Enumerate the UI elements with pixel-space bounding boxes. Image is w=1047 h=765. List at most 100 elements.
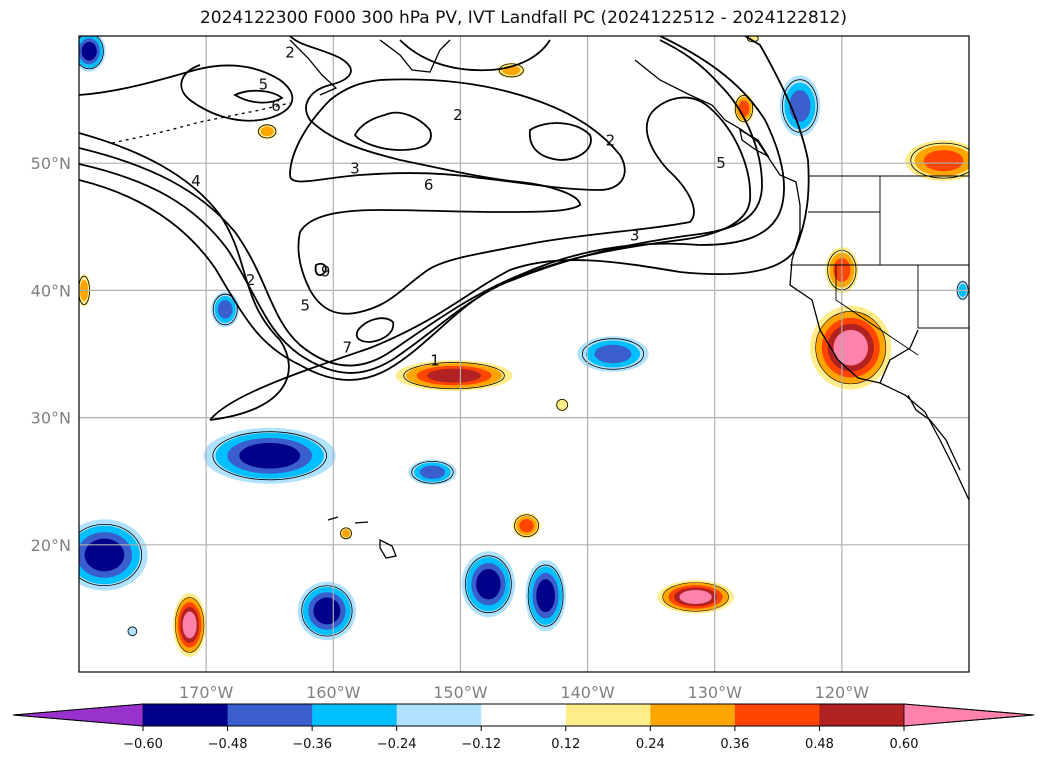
pv-contour-label: 9 [321,262,331,280]
colorbar-tick-label: 0.12 [551,737,580,752]
baja-coastline [879,329,919,384]
aleutian-islands [111,102,291,144]
ivt-outline [258,124,277,139]
lon-tick-label: 170°W [179,683,234,702]
colorbar-segment [650,704,736,726]
ivt-level-fill [313,597,341,625]
ivt-level-fill [217,300,233,319]
pv-contour-outer [399,39,551,72]
pv-contours [79,36,810,421]
pv-contour-label: 2 [285,44,295,62]
ivt-level-fill [182,611,197,639]
pv-contour-3 [79,36,785,367]
ivt-outline [514,514,539,538]
ivt-positive-region [746,36,760,43]
alaska-coastline [289,39,451,96]
ivt-positive-region [657,580,734,614]
pv-contour-label: 1 [430,351,440,369]
gridlines [79,36,969,672]
state-borders [790,176,969,356]
ivt-level-fill [555,398,569,412]
ivt-outline [127,626,138,637]
pv-contour-label: 5 [301,297,311,315]
ivt-level-fill [427,368,481,383]
pv-contour-label: 6 [271,97,281,115]
pv-contour-label: 2 [606,131,616,149]
colorbar-tick-label: −0.48 [208,737,248,752]
lat-tick-label: 50°N [31,154,71,173]
ivt-positive-region [905,140,969,182]
ivt-level-fill [679,589,712,604]
pv-contour-2b [79,132,290,421]
ivt-positive-region [810,305,892,390]
ivt-outline [301,585,353,637]
political-borders [790,175,969,356]
colorbar-segment [143,704,229,726]
lat-tick-label: 40°N [31,281,71,300]
colorbar-segment [565,704,651,726]
colorbar-segment [819,704,905,726]
ivt-level-fill [738,100,750,117]
ivt-outline [662,582,729,612]
colorbar-tick-label: 0.60 [890,737,919,752]
ivt-level-fill [127,626,138,637]
pv-contour-label: 4 [191,172,201,190]
pv-contour-label: 2 [453,106,463,124]
ivt-level-fill [419,465,446,479]
ivt-positive-region [173,593,207,657]
ivt-outline [340,527,352,540]
ivt-positive-region [555,398,569,412]
colorbar-segment [481,704,567,726]
pv-contour-label: 6 [424,176,434,194]
ivt-outline [910,142,969,179]
ivt-positive-region [395,360,513,391]
colorbar-tick-label: 0.48 [805,737,834,752]
ivt-outline [581,338,645,370]
ivt-outline [527,564,564,627]
ivt-level-fill [746,36,760,43]
ivt-negative-region [525,560,566,632]
pv-contour-2d [528,122,592,161]
lat-tick-label: 20°N [31,536,71,555]
colorbar-segment [227,704,313,726]
lon-tick-label: 160°W [306,683,361,702]
ivt-outline [174,597,205,653]
ivt-outline [465,555,512,614]
colorbar-segment [312,704,398,726]
ivt-outline [403,362,505,390]
map-title: 2024122300 F000 300 hPa PV, IVT Landfall… [199,8,847,28]
ivt-positive-region [339,526,353,540]
lon-tick-label: 130°W [688,683,743,702]
ivt-outline [746,36,759,43]
pv-contour-6 [233,89,284,104]
ivt-negative-region [297,581,357,641]
lon-tick-label: 140°W [560,683,615,702]
ivt-level-fill [260,126,274,137]
ivt-level-fill [81,41,97,61]
ivt-outline [734,94,754,123]
ivt-outline [79,523,142,586]
lon-tick-label: 120°W [815,683,870,702]
lon-tick-label: 150°W [433,683,488,702]
ivt-negative-region [211,291,240,328]
ivt-outline [212,431,327,481]
ivt-outline [79,36,104,70]
ivt-positive-region [733,93,755,124]
pv-contour-label: 3 [350,159,360,177]
ivt-positive-region [257,123,278,140]
pv-contour-label: 5 [716,154,726,172]
pv-contour-label: 2 [246,271,256,289]
ivt-positive-region [512,513,541,539]
colorbar-max-extend [903,703,1035,727]
ivt-level-fill [923,150,964,172]
colorbar-tick-label: −0.24 [377,737,417,752]
pv-contour-2c [353,111,432,151]
ivt-negative-region [461,551,516,618]
pv-contour-5 [79,36,751,381]
pv-contour-7 [355,317,395,343]
mexico-gulf-coast [907,394,961,471]
hawaii-islands [327,516,397,559]
colorbar-tick-label: −0.60 [123,737,163,752]
